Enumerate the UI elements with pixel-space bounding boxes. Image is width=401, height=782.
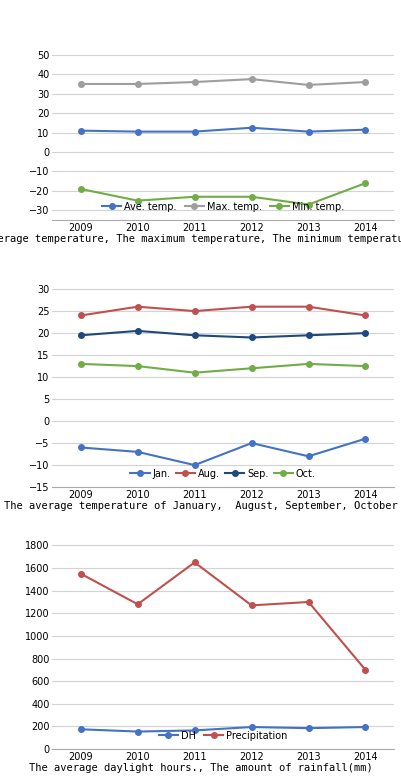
Oct. — [305, 359, 310, 368]
Line: Max. temp.: Max. temp. — [78, 77, 367, 88]
Sep. — [135, 326, 140, 335]
Jan. — [362, 434, 367, 443]
Line: Jan.: Jan. — [78, 436, 367, 468]
Sep. — [192, 331, 196, 340]
Min. temp. — [249, 192, 253, 202]
Jan. — [78, 443, 83, 452]
Max. temp. — [78, 79, 83, 88]
Aug. — [192, 307, 196, 316]
Legend: DH, Precipitation: DH, Precipitation — [154, 726, 291, 744]
Precipitation — [135, 600, 140, 609]
DH — [362, 723, 367, 732]
Sep. — [305, 331, 310, 340]
Min. temp. — [78, 185, 83, 194]
Precipitation — [362, 665, 367, 675]
Max. temp. — [362, 77, 367, 87]
DH — [305, 723, 310, 733]
DH — [192, 726, 196, 735]
Sep. — [78, 331, 83, 340]
Jan. — [305, 451, 310, 461]
Max. temp. — [135, 79, 140, 88]
Aug. — [249, 302, 253, 311]
Line: Sep.: Sep. — [78, 328, 367, 340]
Min. temp. — [192, 192, 196, 202]
Line: Precipitation: Precipitation — [78, 560, 367, 673]
Max. temp. — [192, 77, 196, 87]
Sep. — [362, 328, 367, 338]
Jan. — [192, 461, 196, 470]
Ave. temp. — [249, 123, 253, 132]
Oct. — [78, 359, 83, 368]
Ave. temp. — [305, 127, 310, 136]
Line: DH: DH — [78, 724, 367, 734]
Legend: Jan., Aug., Sep., Oct.: Jan., Aug., Sep., Oct. — [126, 465, 319, 482]
Oct. — [192, 368, 196, 378]
Legend: Ave. temp., Max. temp., Min. temp.: Ave. temp., Max. temp., Min. temp. — [98, 198, 347, 215]
DH — [249, 723, 253, 732]
Min. temp. — [305, 200, 310, 210]
Oct. — [135, 361, 140, 371]
Line: Ave. temp.: Ave. temp. — [78, 125, 367, 135]
Line: Min. temp.: Min. temp. — [78, 181, 367, 207]
Precipitation — [305, 597, 310, 607]
Text: The average temperature of January,  August, September, October: The average temperature of January, Augu… — [4, 500, 397, 511]
Aug. — [135, 302, 140, 311]
Precipitation — [249, 601, 253, 610]
Precipitation — [192, 558, 196, 567]
Precipitation — [78, 569, 83, 579]
Oct. — [249, 364, 253, 373]
DH — [135, 726, 140, 736]
Line: Aug.: Aug. — [78, 304, 367, 318]
Ave. temp. — [362, 125, 367, 135]
Min. temp. — [362, 178, 367, 188]
Aug. — [78, 310, 83, 320]
Text: The average daylight hours., The amount of rainfall(mm): The average daylight hours., The amount … — [29, 762, 372, 773]
Oct. — [362, 361, 367, 371]
DH — [78, 725, 83, 734]
Aug. — [362, 310, 367, 320]
Max. temp. — [305, 81, 310, 90]
Jan. — [135, 447, 140, 457]
Ave. temp. — [78, 126, 83, 135]
Text: Average temperature, The maximum temperature, The minimum temperature: Average temperature, The maximum tempera… — [0, 234, 401, 243]
Ave. temp. — [192, 127, 196, 136]
Line: Oct.: Oct. — [78, 361, 367, 375]
Sep. — [249, 333, 253, 343]
Aug. — [305, 302, 310, 311]
Ave. temp. — [135, 127, 140, 136]
Max. temp. — [249, 74, 253, 84]
Jan. — [249, 439, 253, 448]
Min. temp. — [135, 196, 140, 206]
